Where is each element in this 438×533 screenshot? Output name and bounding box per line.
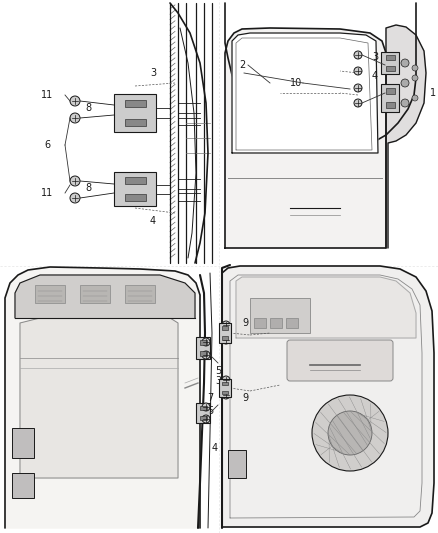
Text: 1: 1: [430, 88, 436, 98]
Text: 11: 11: [41, 188, 53, 198]
Polygon shape: [20, 318, 178, 478]
Circle shape: [412, 65, 418, 71]
Text: 4: 4: [150, 216, 156, 226]
Bar: [270, 318, 282, 328]
Text: 4: 4: [212, 443, 218, 453]
Bar: [228, 450, 246, 478]
Circle shape: [412, 95, 418, 101]
Polygon shape: [386, 25, 426, 248]
Text: 5: 5: [207, 406, 213, 416]
Circle shape: [354, 84, 362, 92]
Bar: [254, 318, 266, 328]
Bar: [124, 177, 145, 184]
Text: 2: 2: [239, 60, 245, 70]
Bar: [124, 100, 145, 107]
Bar: [250, 298, 310, 333]
Bar: [385, 55, 395, 60]
Circle shape: [354, 51, 362, 59]
Circle shape: [202, 403, 210, 411]
Bar: [286, 318, 298, 328]
Text: 7: 7: [207, 393, 213, 403]
Polygon shape: [236, 277, 416, 338]
Bar: [35, 285, 65, 303]
Bar: [196, 337, 210, 359]
Text: 9: 9: [242, 393, 248, 403]
Bar: [125, 285, 155, 303]
Polygon shape: [5, 267, 200, 528]
Text: 3: 3: [372, 52, 378, 62]
Circle shape: [222, 321, 230, 329]
Circle shape: [70, 193, 80, 203]
Polygon shape: [225, 28, 386, 248]
Circle shape: [354, 67, 362, 75]
Circle shape: [202, 338, 210, 346]
Text: 6: 6: [44, 140, 50, 150]
Bar: [219, 379, 231, 397]
Bar: [199, 351, 206, 356]
Circle shape: [401, 59, 409, 67]
Text: 3: 3: [215, 376, 221, 386]
Bar: [196, 403, 210, 423]
Bar: [219, 323, 231, 343]
Bar: [222, 391, 228, 394]
Circle shape: [312, 395, 388, 471]
Circle shape: [328, 411, 372, 455]
Bar: [199, 416, 206, 420]
Bar: [12, 428, 34, 458]
Circle shape: [354, 99, 362, 107]
Circle shape: [70, 96, 80, 106]
Circle shape: [70, 113, 80, 123]
Text: 4: 4: [372, 71, 378, 81]
Bar: [199, 340, 206, 345]
Bar: [385, 102, 395, 108]
Circle shape: [401, 79, 409, 87]
Circle shape: [412, 75, 418, 81]
Bar: [124, 194, 145, 201]
Bar: [222, 382, 228, 385]
Polygon shape: [222, 266, 434, 527]
Bar: [385, 88, 395, 94]
Text: 9: 9: [242, 318, 248, 328]
Circle shape: [202, 415, 210, 423]
Bar: [222, 326, 228, 330]
Circle shape: [401, 99, 409, 107]
Bar: [222, 336, 228, 340]
Bar: [381, 52, 399, 74]
Bar: [199, 406, 206, 410]
Text: 8: 8: [85, 183, 91, 193]
Text: 3: 3: [150, 68, 156, 78]
Text: 5: 5: [215, 366, 221, 376]
Text: 10: 10: [290, 78, 302, 88]
FancyBboxPatch shape: [287, 340, 393, 381]
Bar: [124, 119, 145, 126]
Circle shape: [222, 391, 230, 399]
Text: 11: 11: [41, 90, 53, 100]
Circle shape: [202, 351, 210, 359]
Bar: [381, 84, 399, 112]
Text: 8: 8: [85, 103, 91, 113]
Bar: [385, 66, 395, 71]
Bar: [12, 473, 34, 498]
Bar: [80, 285, 110, 303]
Polygon shape: [232, 33, 378, 153]
Bar: [114, 94, 156, 132]
Circle shape: [222, 376, 230, 384]
Circle shape: [222, 336, 230, 344]
Polygon shape: [15, 275, 195, 318]
Circle shape: [70, 176, 80, 186]
Bar: [114, 172, 156, 206]
